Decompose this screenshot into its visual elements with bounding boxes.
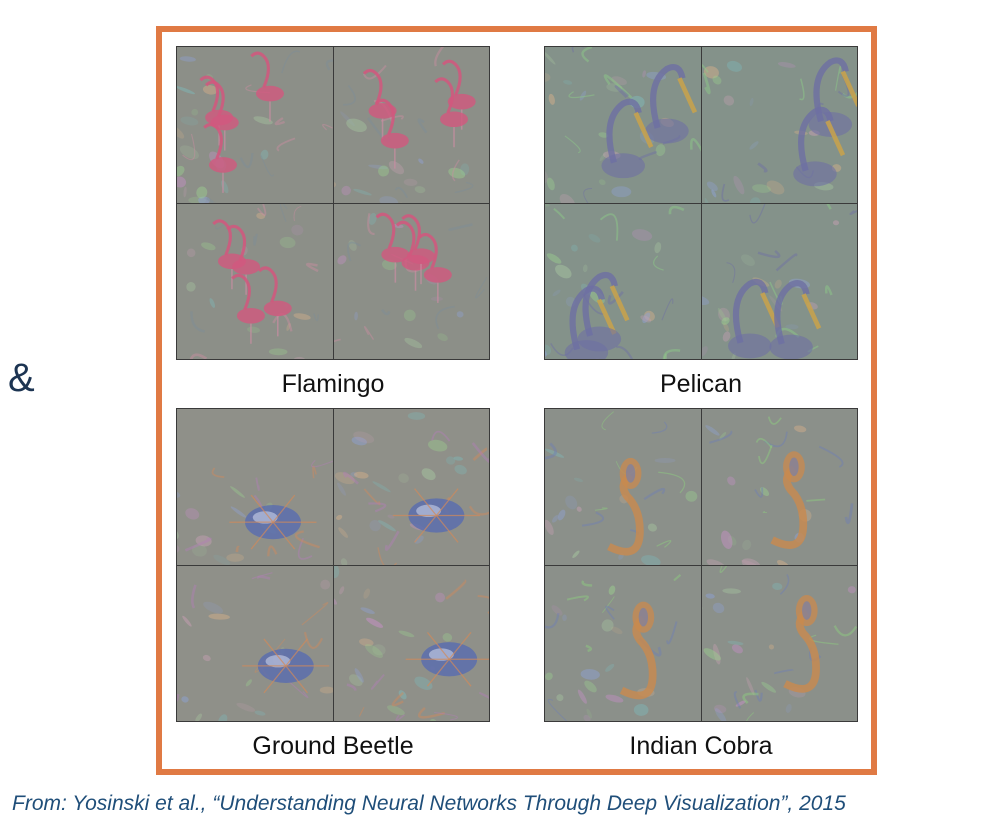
beetle-icon [177, 459, 333, 565]
visualization-tile [545, 203, 701, 359]
beetle-icon [177, 565, 333, 721]
caption-pelican: Pelican [660, 370, 742, 398]
visualization-grid-pelican [544, 46, 858, 360]
cobra-icon [545, 411, 698, 565]
flamingo-icon [177, 50, 333, 203]
visualization-tile [701, 47, 857, 203]
visualization-grid-flamingo [176, 46, 490, 360]
beetle-icon [334, 412, 489, 565]
pelican-icon [545, 203, 685, 359]
cobra-icon [701, 565, 857, 721]
pelican-icon [545, 47, 701, 203]
caption-indian-cobra: Indian Cobra [629, 732, 773, 760]
caption-ground-beetle: Ground Beetle [252, 732, 414, 760]
visualization-tile [177, 565, 333, 721]
pelican-icon [701, 203, 857, 359]
visualization-tile [333, 409, 489, 565]
visualization-tile [701, 409, 857, 565]
flamingo-icon [177, 203, 319, 359]
visualization-tile [177, 47, 333, 203]
cobra-icon [545, 565, 682, 721]
visualization-tile [545, 47, 701, 203]
source-citation: From: Yosinski et al., “Understanding Ne… [12, 792, 846, 815]
flamingo-icon [333, 47, 476, 203]
flamingo-icon [333, 212, 487, 348]
visualization-tile [333, 47, 489, 203]
ampersand-symbol: & [8, 356, 35, 400]
figure-frame: Flamingo Pelican Ground Beetle Indian Co… [156, 26, 877, 775]
pelican-icon [701, 57, 857, 203]
beetle-icon [333, 565, 489, 721]
caption-flamingo: Flamingo [281, 370, 385, 398]
visualization-grid-ground-beetle [176, 408, 490, 722]
visualization-tile [701, 203, 857, 359]
visualization-grid-indian-cobra [544, 408, 858, 722]
visualization-tile [333, 565, 489, 721]
visualization-tile [333, 203, 489, 359]
visualization-tile [701, 565, 857, 721]
visualization-tile [545, 565, 701, 721]
visualization-tile [177, 409, 333, 565]
visualization-tile [177, 203, 333, 359]
visualization-tile [545, 409, 701, 565]
cobra-icon [704, 416, 853, 565]
